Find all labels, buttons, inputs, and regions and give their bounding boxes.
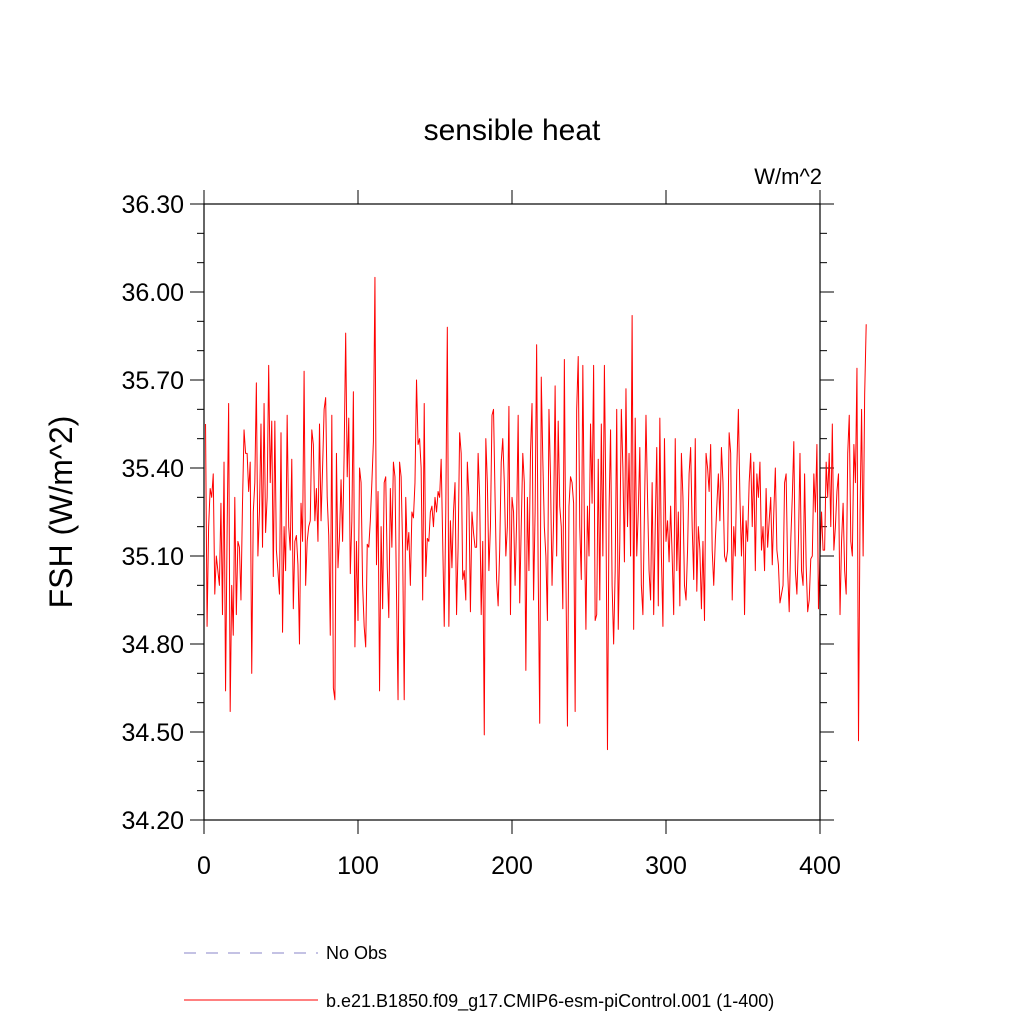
y-tick-label: 34.80 — [121, 631, 184, 659]
y-tick-labels: 34.20 34.50 34.80 35.10 35.40 35.70 36.00 36.30 — [121, 191, 184, 835]
units-label: W/m^2 — [754, 164, 822, 189]
y-tick-label: 35.40 — [121, 455, 184, 483]
y-tick-label: 36.30 — [121, 191, 184, 219]
legend: No Obs b.e21.B1850.f09_g17.CMIP6-esm-piC… — [184, 943, 774, 1012]
chart-title: sensible heat — [424, 114, 601, 147]
y-tick-label: 35.10 — [121, 543, 184, 571]
x-tick-label: 0 — [197, 852, 211, 880]
y-tick-label: 36.00 — [121, 279, 184, 307]
plot-frame — [203, 203, 821, 821]
x-tick-labels: 0 100 200 300 400 — [197, 852, 841, 880]
series-line-0 — [205, 276, 867, 751]
axis-ticks — [190, 190, 834, 834]
legend-label-model: b.e21.B1850.f09_g17.CMIP6-esm-piControl.… — [326, 991, 774, 1012]
y-axis-label: FSH (W/m^2) — [43, 416, 79, 609]
y-tick-label: 34.50 — [121, 719, 184, 747]
x-tick-label: 200 — [491, 852, 533, 880]
y-tick-label: 34.20 — [121, 807, 184, 835]
legend-label-no-obs: No Obs — [326, 943, 387, 963]
series-layer — [205, 276, 867, 751]
x-tick-label: 300 — [645, 852, 687, 880]
x-tick-label: 100 — [337, 852, 379, 880]
x-tick-label: 400 — [799, 852, 841, 880]
y-tick-label: 35.70 — [121, 367, 184, 395]
